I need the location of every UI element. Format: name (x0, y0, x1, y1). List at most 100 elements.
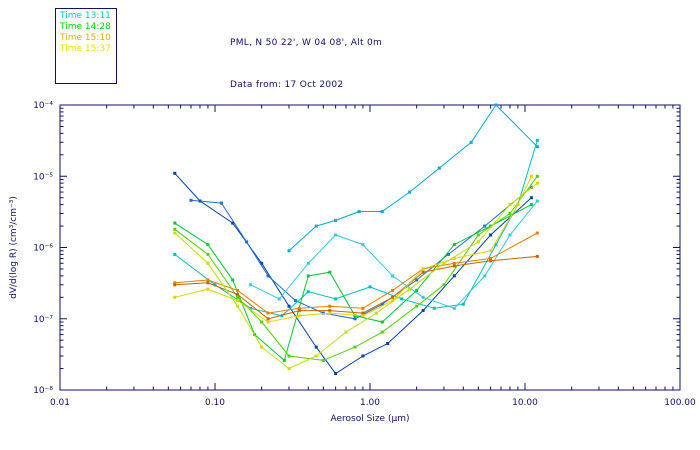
series-marker-8 (391, 295, 395, 299)
series-marker-10 (173, 231, 177, 235)
series-marker-8 (452, 264, 456, 268)
series-marker-5 (380, 320, 384, 324)
series-marker-10 (344, 330, 348, 334)
series-marker-7 (173, 281, 177, 285)
series-marker-6 (476, 233, 480, 237)
series-marker-1 (483, 224, 487, 228)
series-marker-0 (361, 354, 365, 358)
series-marker-10 (260, 345, 264, 349)
series-marker-6 (380, 330, 384, 334)
series-marker-5 (173, 221, 177, 225)
series-marker-3 (213, 283, 217, 287)
series-marker-7 (236, 288, 240, 292)
series-marker-4 (535, 199, 539, 203)
series-marker-10 (287, 367, 291, 371)
series-marker-5 (231, 278, 235, 282)
series-marker-5 (529, 203, 533, 207)
series-marker-9 (421, 267, 425, 271)
series-marker-4 (361, 243, 365, 247)
series-marker-8 (297, 309, 301, 313)
series-marker-0 (173, 171, 177, 175)
series-marker-10 (314, 354, 318, 358)
series-marker-3 (535, 138, 539, 142)
series-marker-4 (391, 274, 395, 278)
series-marker-9 (206, 287, 210, 291)
series-marker-5 (282, 358, 286, 362)
series-marker-2 (287, 249, 291, 253)
series-marker-10 (206, 261, 210, 265)
series-marker-1 (321, 311, 325, 315)
x-tick-label: 1.00 (360, 398, 380, 408)
series-marker-0 (260, 261, 264, 265)
legend-item------13-11: Time 13:11 (60, 11, 111, 21)
series-marker-10 (442, 261, 446, 265)
series-marker-9 (266, 320, 270, 324)
series-marker-9 (516, 203, 520, 207)
station-location-text: PML, N 50 22', W 04 08', Alt 0m (230, 38, 383, 48)
series-marker-2 (380, 210, 384, 213)
series-marker-7 (391, 288, 395, 292)
legend-box: Time 13:11 Time 14:28 Time 15:10 Time 15:37 (55, 8, 117, 84)
series-marker-5 (415, 288, 419, 292)
series-marker-1 (219, 201, 223, 205)
series-marker-7 (266, 311, 270, 315)
series-marker-4 (421, 295, 425, 299)
series-marker-5 (452, 243, 456, 247)
series-marker-3 (173, 252, 177, 256)
legend-item------14-28: Time 14:28 (60, 22, 111, 32)
series-marker-1 (353, 317, 357, 321)
series-line-7 (174, 232, 538, 314)
series-marker-3 (432, 306, 436, 310)
series-marker-9 (391, 299, 395, 303)
series-marker-1 (245, 240, 249, 244)
series-marker-6 (442, 283, 446, 287)
series-line-1 (190, 186, 532, 320)
series-marker-8 (489, 259, 493, 263)
x-axis-title: Aerosol Size (μm) (331, 414, 410, 424)
series-marker-1 (189, 198, 193, 202)
series-marker-6 (535, 174, 539, 178)
series-marker-7 (206, 278, 210, 282)
series-marker-6 (508, 212, 512, 215)
series-marker-0 (287, 304, 291, 308)
series-marker-3 (400, 297, 404, 301)
series-marker-9 (529, 174, 533, 178)
series-marker-7 (535, 231, 539, 235)
legend-item------15-37: Time 15:37 (60, 44, 111, 54)
series-marker-8 (206, 281, 210, 285)
series-marker-2 (437, 166, 441, 170)
series-marker-4 (452, 306, 456, 310)
series-marker-5 (306, 274, 310, 278)
series-marker-9 (328, 311, 332, 315)
series-marker-10 (535, 181, 539, 185)
series-marker-8 (173, 283, 177, 287)
y-tick-label: 10⁻⁶ (33, 244, 53, 254)
series-marker-9 (489, 249, 493, 253)
series-marker-9 (173, 295, 177, 299)
series-marker-10 (374, 311, 378, 315)
series-marker-10 (508, 203, 512, 207)
series-marker-3 (249, 306, 253, 310)
series-marker-5 (328, 270, 332, 274)
series-marker-1 (266, 274, 270, 278)
series-marker-1 (293, 299, 297, 303)
series-marker-4 (334, 233, 338, 237)
series-marker-6 (321, 358, 325, 362)
series-marker-7 (328, 304, 332, 308)
y-axis-title: dV/d(log R) (cm³/cm⁻³) (9, 196, 19, 299)
series-marker-0 (231, 221, 235, 225)
series-marker-8 (535, 254, 539, 258)
series-marker-0 (386, 342, 390, 345)
series-marker-1 (415, 278, 419, 282)
series-line-10 (174, 182, 538, 370)
series-marker-8 (361, 311, 365, 315)
series-marker-10 (408, 287, 412, 291)
series-marker-6 (260, 320, 264, 324)
series-line-8 (174, 255, 538, 320)
x-tick-label: 0.01 (50, 398, 70, 408)
series-marker-3 (461, 302, 465, 306)
series-marker-9 (361, 314, 365, 318)
y-tick-label: 10⁻⁸ (33, 386, 53, 396)
x-tick-label: 10.00 (512, 398, 538, 408)
